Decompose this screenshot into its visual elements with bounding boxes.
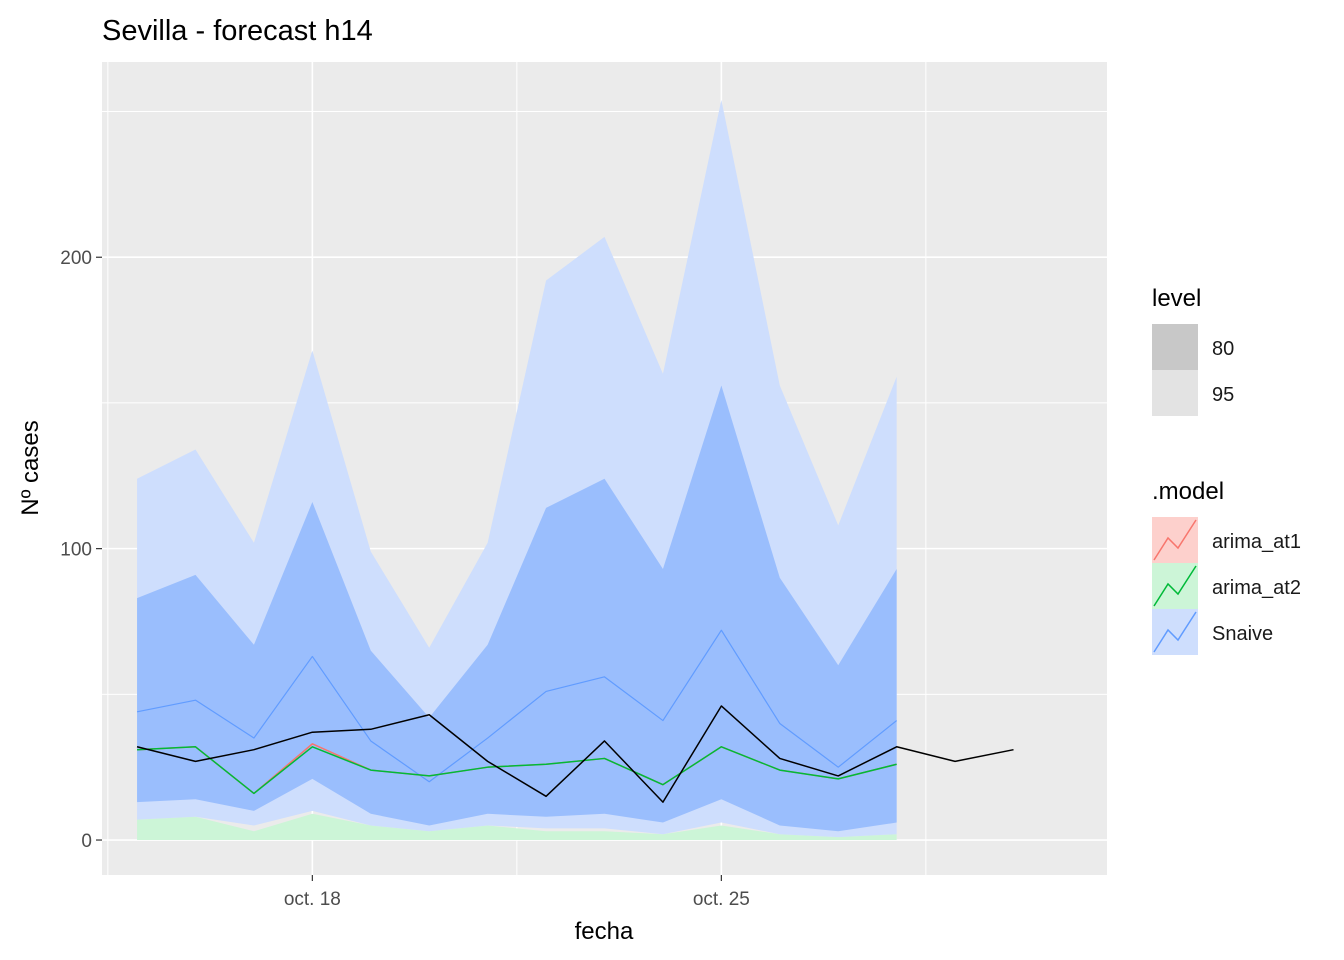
legend-key-80 xyxy=(1152,324,1198,370)
x-axis-title: fecha xyxy=(575,918,634,945)
legend-line-arima-at1 xyxy=(1153,519,1197,561)
actual-line xyxy=(136,705,1014,803)
x-tick-label: oct. 18 xyxy=(284,889,341,910)
chart-title: Sevilla - forecast h14 xyxy=(102,15,373,47)
y-tick-label: 0 xyxy=(81,831,92,852)
x-axis-ticks: oct. 18 oct. 25 xyxy=(284,875,750,910)
legend-model: .model arima_at1 arima_at2 Snaive xyxy=(1152,478,1301,655)
legend-level: level 80 95 xyxy=(1152,285,1234,416)
legend-key-arima-at1 xyxy=(1152,517,1198,563)
legend-label-arima-at1: arima_at1 xyxy=(1212,531,1301,553)
y-axis-title: Nº cases xyxy=(17,420,44,515)
y-tick-label: 100 xyxy=(60,540,92,561)
legend-line-snaive xyxy=(1153,611,1197,653)
legend-label-95: 95 xyxy=(1212,384,1234,406)
y-tick-label: 200 xyxy=(60,248,92,269)
arima-at2-95-interval xyxy=(137,813,897,841)
legend-line-arima-at2 xyxy=(1153,565,1197,607)
legend-key-snaive xyxy=(1152,609,1198,655)
y-axis-ticks: 0 100 200 xyxy=(60,248,102,852)
legend-model-title: .model xyxy=(1152,478,1224,505)
legend-label-80: 80 xyxy=(1212,338,1234,360)
legend-key-95 xyxy=(1152,370,1198,416)
x-tick-label: oct. 25 xyxy=(693,889,750,910)
legend-level-title: level xyxy=(1152,285,1201,312)
legend-label-snaive: Snaive xyxy=(1212,623,1273,645)
legend-label-arima-at2: arima_at2 xyxy=(1212,577,1301,599)
arima-at2-line xyxy=(137,746,897,795)
legend-key-arima-at2 xyxy=(1152,563,1198,609)
forecast-lines xyxy=(136,629,1014,803)
snaive-line xyxy=(136,629,898,783)
snaive-80-interval xyxy=(137,385,897,832)
